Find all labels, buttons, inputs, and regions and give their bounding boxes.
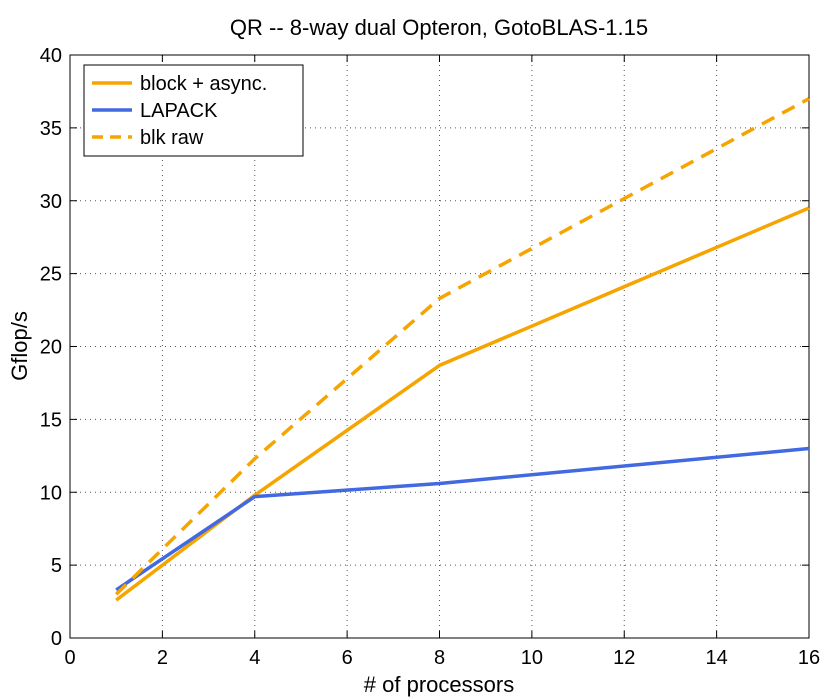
series-group <box>114 97 810 602</box>
x-tick-label: 10 <box>521 647 543 669</box>
y-tick-label: 25 <box>40 264 62 286</box>
series-line-blk-raw <box>114 97 810 596</box>
y-tick-label: 20 <box>40 337 62 359</box>
x-tick-label: 4 <box>249 647 260 669</box>
x-tick-label: 16 <box>798 647 820 669</box>
series-line-lapack <box>115 446 810 592</box>
x-tick-label: 6 <box>342 647 353 669</box>
x-axis-label: # of processors <box>364 672 514 697</box>
x-tick-label: 2 <box>157 647 168 669</box>
y-tick-label: 40 <box>40 45 62 67</box>
y-tick-label: 15 <box>40 409 62 431</box>
x-tick-label: 14 <box>706 647 728 669</box>
grid <box>70 55 809 638</box>
chart-title: QR -- 8-way dual Opteron, GotoBLAS-1.15 <box>230 15 648 40</box>
y-tick-label: 35 <box>40 118 62 140</box>
x-tick-label: 8 <box>434 647 445 669</box>
x-tick-label: 0 <box>64 647 75 669</box>
legend-entry: block + async. <box>140 73 267 95</box>
x-tick-label: 12 <box>613 647 635 669</box>
y-tick-label: 10 <box>40 482 62 504</box>
y-axis-label: Gflop/s <box>7 311 32 381</box>
legend-entry: blk raw <box>140 127 204 149</box>
y-tick-label: 0 <box>51 628 62 650</box>
axis-ticks: 0 2 4 6 8 10 12 14 16 0 5 10 15 20 25 30 35 40 <box>40 45 820 669</box>
legend: block + async. LAPACK blk raw <box>83 64 304 157</box>
series-line-block-async <box>115 206 810 602</box>
legend-entry: LAPACK <box>140 100 218 122</box>
y-tick-label: 30 <box>40 191 62 213</box>
y-tick-label: 5 <box>51 555 62 577</box>
